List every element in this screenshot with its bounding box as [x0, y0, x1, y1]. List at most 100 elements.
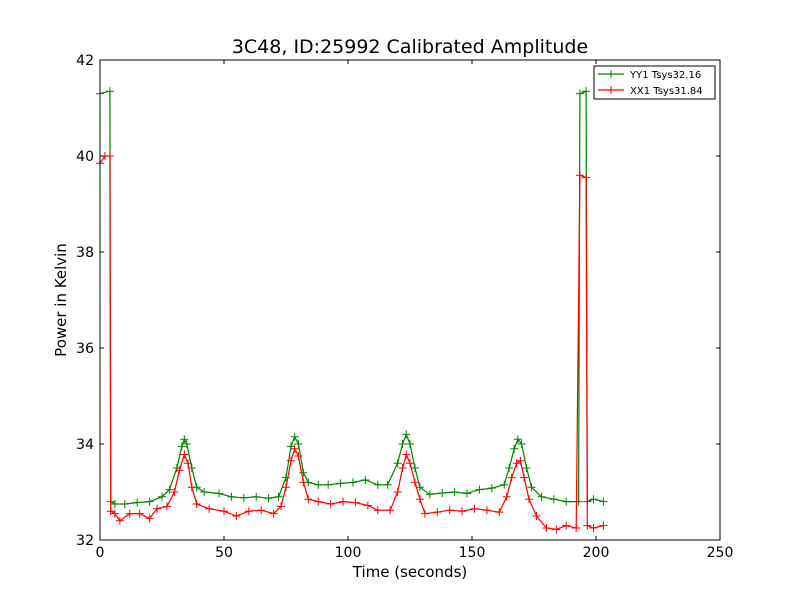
data-point-yy1 — [513, 435, 522, 444]
data-point-xx1 — [516, 456, 525, 465]
data-point-yy1 — [133, 498, 142, 507]
data-point-yy1 — [290, 432, 299, 441]
data-point-yy1 — [527, 483, 536, 492]
data-point-yy1 — [522, 464, 531, 472]
data-point-yy1 — [158, 492, 166, 501]
data-point-xx1 — [294, 452, 303, 460]
data-point-xx1 — [445, 506, 454, 515]
data-point-yy1 — [361, 476, 370, 484]
data-point-yy1 — [215, 489, 224, 498]
data-point-xx1 — [115, 516, 124, 525]
y-tick-label: 36 — [76, 341, 94, 357]
data-point-yy1 — [294, 440, 303, 448]
data-point-yy1 — [463, 489, 472, 498]
data-point-xx1 — [406, 459, 414, 468]
data-point-yy1 — [314, 480, 323, 489]
data-point-yy1 — [105, 87, 114, 96]
series-line-xx1 — [99, 155, 604, 531]
data-point-xx1 — [277, 502, 286, 511]
data-point-xx1 — [495, 508, 504, 517]
data-point-yy1 — [299, 468, 308, 477]
data-point-xx1 — [180, 450, 189, 459]
data-point-xx1 — [373, 506, 382, 515]
data-point-yy1 — [182, 440, 191, 448]
data-point-xx1 — [286, 456, 295, 465]
data-point-xx1 — [351, 498, 360, 507]
y-tick-label: 40 — [76, 149, 94, 165]
data-point-yy1 — [500, 480, 509, 489]
data-point-yy1 — [274, 492, 283, 501]
series-layer — [96, 87, 608, 534]
data-point-xx1 — [589, 524, 598, 532]
data-point-yy1 — [264, 494, 273, 503]
data-point-xx1 — [244, 507, 253, 516]
x-tick-label: 250 — [707, 545, 734, 561]
y-tick-label: 32 — [76, 533, 94, 549]
data-point-yy1 — [425, 490, 434, 499]
data-point-xx1 — [482, 506, 491, 515]
data-point-yy1 — [450, 488, 459, 496]
data-point-yy1 — [120, 500, 129, 508]
data-point-xx1 — [187, 483, 196, 492]
legend: YY1 Tsys32.16 XX1 Tsys31.84 — [593, 65, 716, 100]
x-tick-label: 50 — [215, 545, 233, 561]
data-point-xx1 — [145, 514, 154, 523]
axes-layer: 0 50 100 150 200 250 32 34 36 38 40 42 — [76, 53, 733, 561]
data-point-xx1 — [415, 495, 424, 504]
data-point-xx1 — [458, 507, 467, 516]
data-point-xx1 — [583, 521, 592, 530]
legend-marker-yy1 — [607, 70, 615, 78]
data-point-xx1 — [170, 488, 179, 496]
data-point-xx1 — [105, 152, 114, 160]
data-point-yy1 — [406, 440, 414, 448]
data-point-yy1 — [336, 479, 345, 488]
x-tick-label: 200 — [583, 545, 610, 561]
data-point-xx1 — [314, 497, 323, 506]
data-point-yy1 — [575, 89, 584, 98]
data-point-xx1 — [220, 507, 228, 516]
data-point-xx1 — [507, 473, 516, 482]
data-point-xx1 — [269, 509, 278, 518]
data-point-yy1 — [599, 497, 608, 506]
data-point-xx1 — [552, 525, 561, 534]
y-tick-label: 34 — [76, 437, 94, 453]
x-axis-label: Time (seconds) — [352, 563, 468, 581]
data-point-xx1 — [162, 502, 171, 511]
data-point-yy1 — [110, 500, 119, 508]
data-point-yy1 — [393, 459, 402, 468]
data-point-xx1 — [520, 473, 529, 482]
data-point-xx1 — [502, 492, 511, 501]
data-point-yy1 — [282, 473, 290, 482]
y-axis-label: Power in Kelvin — [52, 243, 70, 357]
legend-box — [593, 65, 716, 100]
data-point-yy1 — [165, 485, 174, 494]
data-point-xx1 — [299, 478, 308, 487]
series-xx1 — [96, 152, 608, 534]
plot-frame — [99, 59, 721, 541]
data-point-xx1 — [572, 524, 581, 532]
data-point-yy1 — [537, 492, 546, 501]
data-point-yy1 — [145, 497, 154, 506]
data-point-xx1 — [232, 512, 241, 520]
data-point-yy1 — [180, 435, 189, 444]
legend-label-yy1: YY1 Tsys32.16 — [629, 70, 701, 81]
data-point-yy1 — [487, 484, 496, 493]
data-point-xx1 — [599, 521, 608, 530]
data-point-xx1 — [582, 173, 591, 182]
data-point-xx1 — [110, 509, 119, 518]
data-point-yy1 — [589, 495, 598, 504]
data-point-xx1 — [339, 497, 348, 506]
data-point-xx1 — [135, 509, 144, 518]
data-point-xx1 — [153, 504, 162, 513]
data-point-xx1 — [125, 509, 134, 518]
data-point-yy1 — [348, 478, 357, 487]
data-point-xx1 — [257, 506, 266, 515]
data-point-xx1 — [433, 508, 442, 517]
data-point-yy1 — [549, 495, 558, 504]
data-point-yy1 — [517, 440, 526, 448]
data-point-xx1 — [184, 459, 193, 468]
data-point-xx1 — [398, 464, 407, 472]
data-point-xx1 — [393, 488, 402, 496]
y-tick-label: 42 — [76, 53, 94, 69]
x-tick-label: 150 — [459, 545, 486, 561]
